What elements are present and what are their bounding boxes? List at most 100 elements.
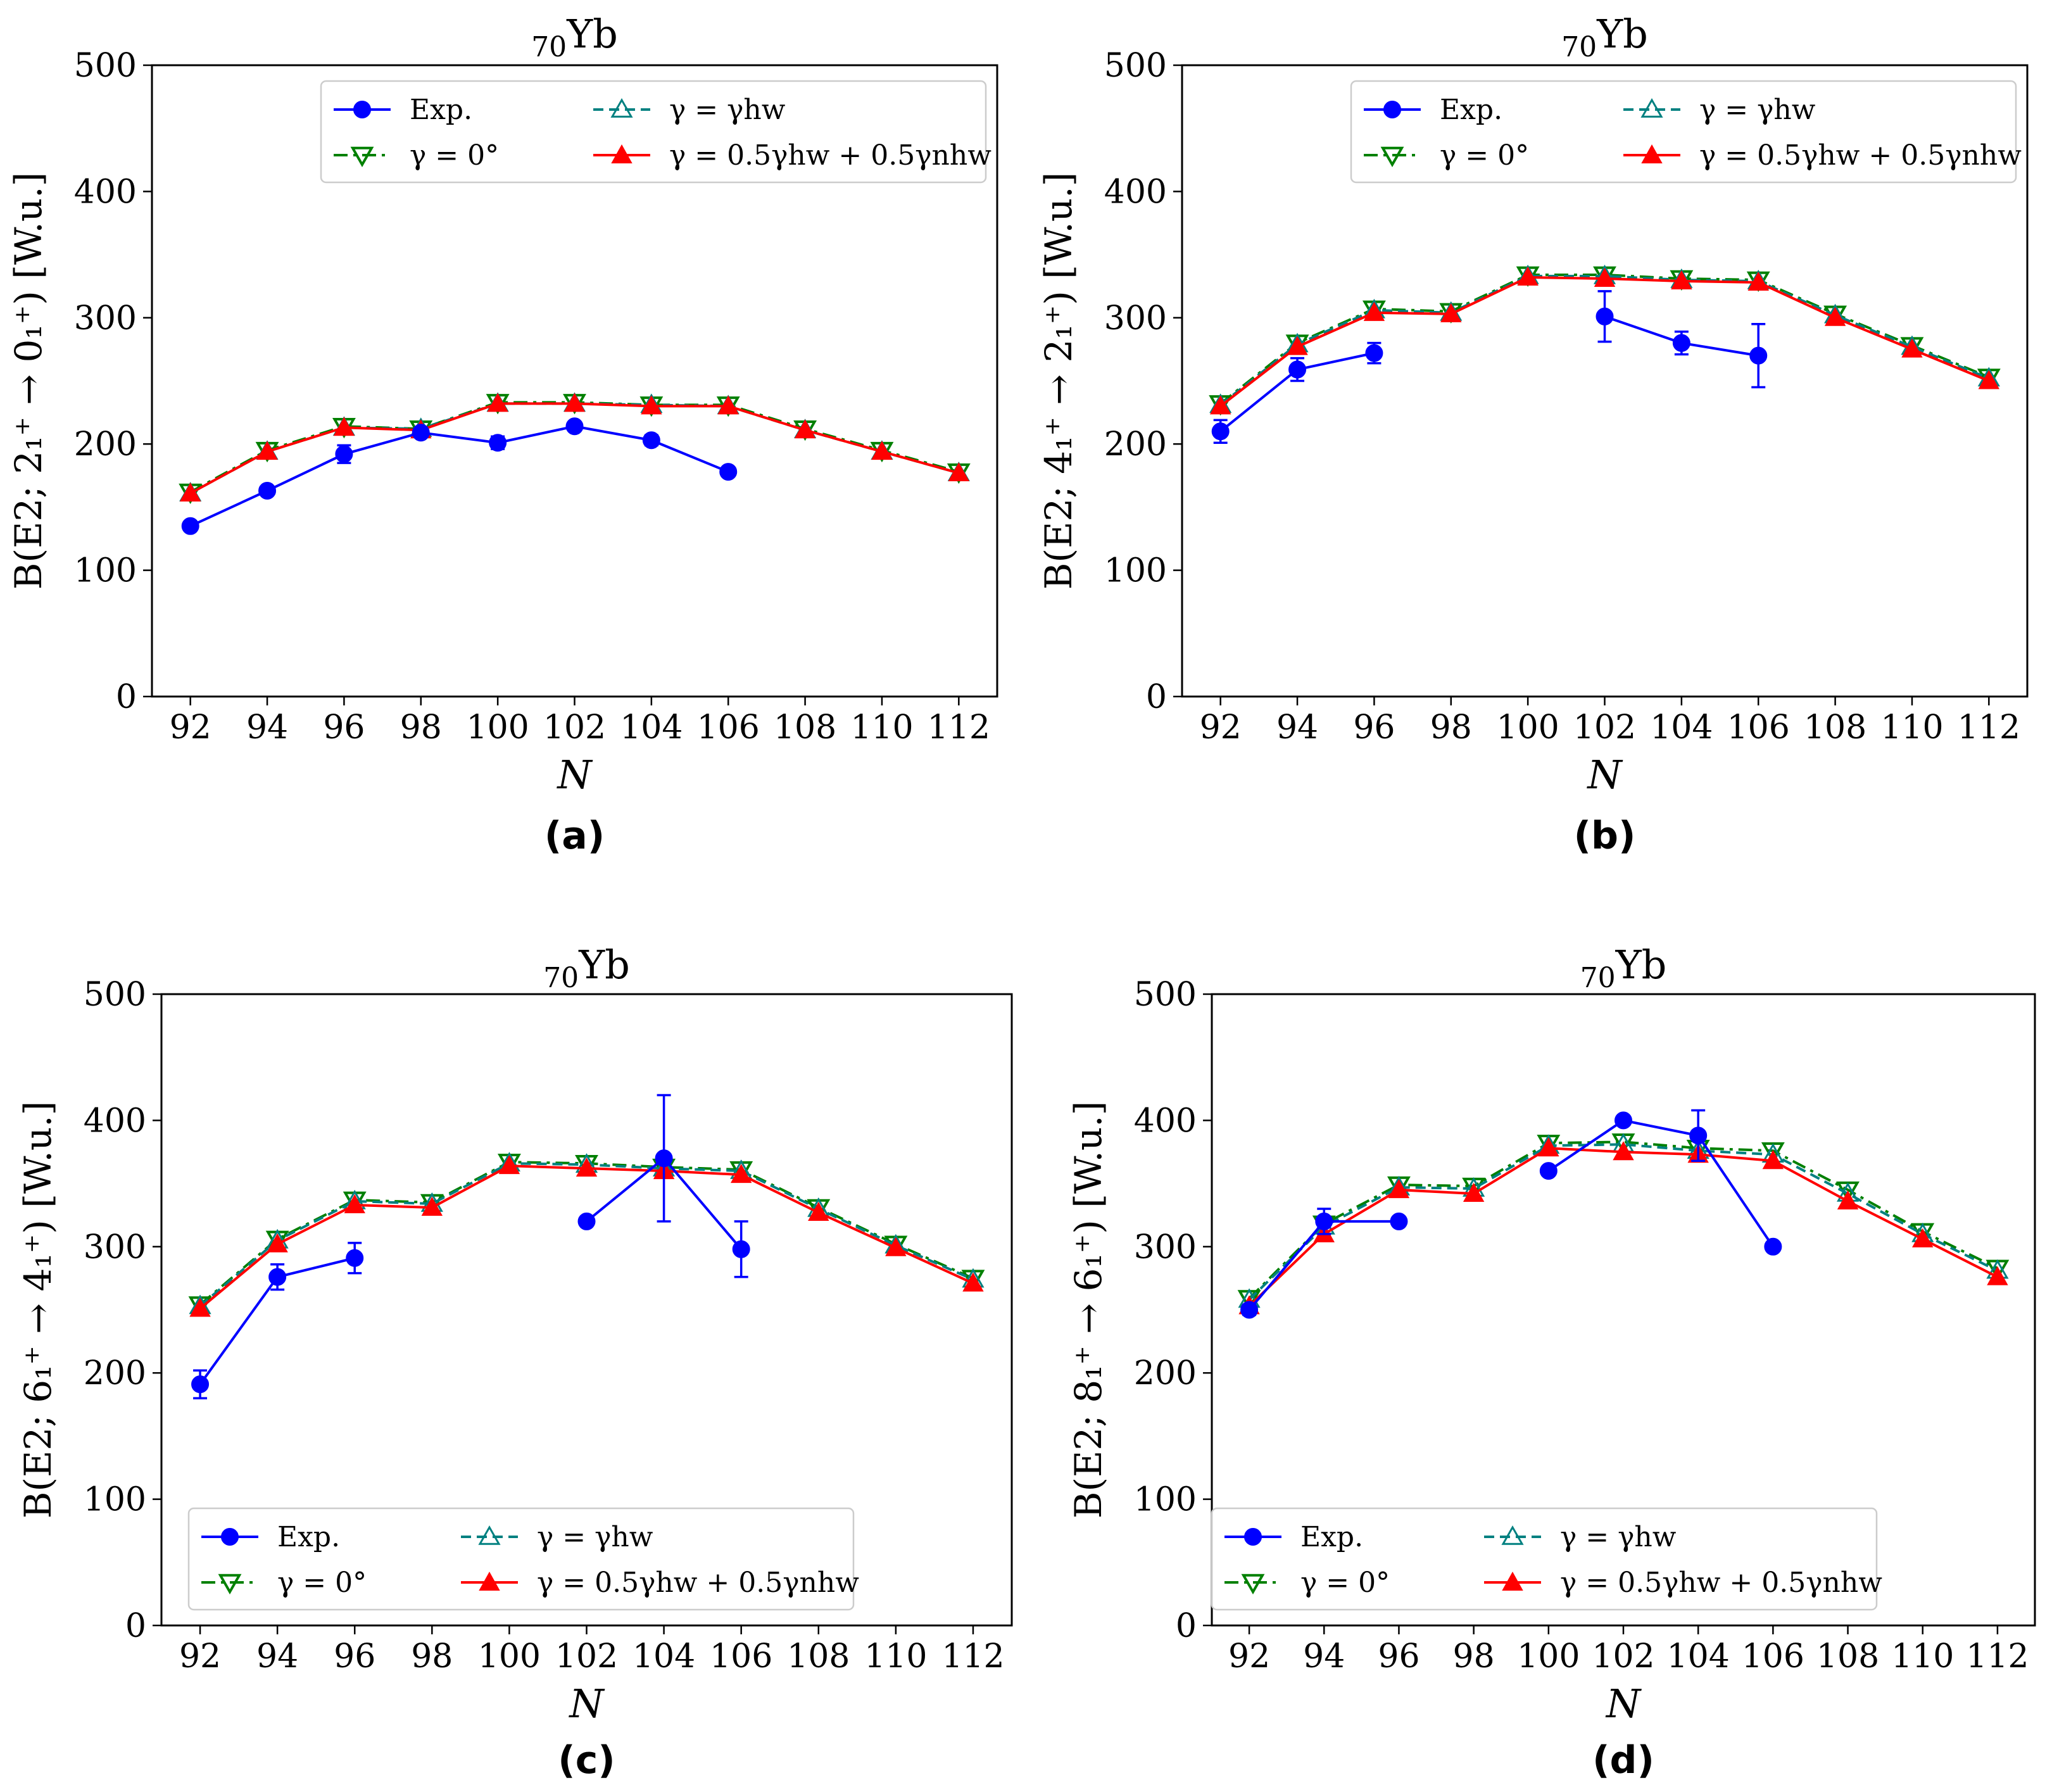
x-tick-label: 98 — [400, 709, 442, 747]
x-axis-label: N — [556, 752, 593, 798]
data-point — [489, 434, 507, 452]
y-axis-label: B(E2; 4₁⁺ → 2₁⁺) [W.u.] — [1037, 172, 1080, 590]
legend: Exp. γ = γhw γ = 0° γ = 0.5γhw + 0.5γnhw — [320, 80, 991, 184]
legend-label: γ = γhw — [1560, 1521, 1677, 1553]
y-tick-label: 100 — [1134, 1481, 1197, 1519]
legend-label: γ = 0° — [1300, 1567, 1390, 1599]
data-point — [335, 445, 353, 464]
y-tick-label: 500 — [1104, 47, 1167, 85]
legend-marker — [1380, 146, 1404, 168]
data-point — [487, 393, 508, 412]
y-tick-label: 500 — [84, 976, 146, 1014]
y-tick-label: 0 — [1146, 678, 1167, 716]
data-point — [565, 417, 584, 436]
legend-marker — [221, 1528, 239, 1546]
data-point — [1671, 270, 1692, 289]
y-tick-label: 200 — [1104, 426, 1167, 464]
x-tick-label: 102 — [543, 709, 606, 747]
y-axis-label: B(E2; 8₁⁺ → 6₁⁺) [W.u.] — [1067, 1101, 1110, 1519]
data-point — [1594, 267, 1616, 287]
chart-title: 70Yb — [1580, 942, 1667, 994]
x-tick-label: 92 — [170, 709, 211, 747]
chart-panel-3: 92 94 96 98 100 102 104 106 108 110 112 0 100 200 300 4… — [1067, 942, 2036, 1783]
legend-label: γ = 0.5γhw + 0.5γnhw — [1699, 139, 2022, 172]
legend-marker — [610, 98, 633, 118]
legend-marker — [1241, 1574, 1265, 1595]
legend-marker — [1640, 98, 1663, 118]
chart-panel-2: 92 94 96 98 100 102 104 106 108 110 112 0 100 200 300 4… — [16, 942, 1013, 1783]
y-tick-label: 300 — [84, 1228, 146, 1266]
data-point — [1613, 1141, 1634, 1161]
data-point — [1288, 360, 1307, 379]
x-tick-label: 108 — [787, 1637, 850, 1675]
data-point — [730, 1164, 752, 1183]
x-tick-label: 94 — [1303, 1637, 1345, 1675]
y-tick-label: 0 — [125, 1607, 146, 1645]
y-tick-label: 200 — [1134, 1354, 1197, 1392]
data-point — [267, 1233, 288, 1253]
legend-marker — [479, 1571, 500, 1591]
data-point — [344, 1194, 365, 1213]
x-tick-label: 100 — [1517, 1637, 1580, 1675]
y-tick-label: 100 — [1104, 552, 1167, 590]
legend-marker — [350, 146, 374, 168]
x-tick-label: 106 — [1742, 1637, 1804, 1675]
y-tick-label: 200 — [84, 1354, 146, 1392]
legend-label: Exp. — [410, 94, 472, 126]
data-point — [333, 417, 355, 436]
legend-frame — [187, 1507, 855, 1611]
data-point — [1390, 1212, 1408, 1230]
data-point — [576, 1158, 598, 1177]
data-point — [1538, 1137, 1559, 1157]
data-point — [717, 395, 739, 415]
y-tick-label: 200 — [74, 426, 137, 464]
x-tick-label: 96 — [1378, 1637, 1419, 1675]
chart-panel-1: 92 94 96 98 100 102 104 106 108 110 112 0 100 200 300 4… — [1037, 11, 2029, 858]
legend-label: γ = 0° — [410, 139, 499, 172]
series-line — [1248, 1143, 1998, 1301]
x-tick-label: 106 — [710, 1637, 772, 1675]
legend-label: γ = 0.5γhw + 0.5γnhw — [1560, 1567, 1882, 1599]
x-tick-label: 104 — [1667, 1637, 1730, 1675]
data-point — [885, 1237, 907, 1256]
series-3 — [1209, 266, 2000, 415]
data-point — [268, 1268, 287, 1286]
legend-marker — [1641, 144, 1663, 163]
data-point — [948, 462, 970, 482]
series-0 — [1240, 1109, 1782, 1319]
legend-label: Exp. — [1440, 94, 1502, 126]
data-point — [1837, 1190, 1859, 1210]
data-point — [642, 431, 660, 450]
legend: Exp. γ = γhw γ = 0° γ = 0.5γhw + 0.5γnhw — [187, 1507, 859, 1611]
data-point — [1240, 1301, 1259, 1319]
y-tick-label: 300 — [74, 300, 137, 338]
y-tick-label: 500 — [74, 47, 137, 85]
data-point — [1978, 370, 2000, 389]
data-point — [1596, 307, 1614, 325]
series-0 — [181, 417, 738, 535]
y-tick-label: 400 — [1134, 1102, 1197, 1140]
x-tick-label: 96 — [334, 1637, 375, 1675]
data-point — [1747, 271, 1769, 291]
x-tick-label: 112 — [1958, 709, 2020, 747]
x-tick-label: 108 — [774, 709, 836, 747]
legend-marker — [1383, 101, 1401, 118]
series-line — [1248, 1140, 1998, 1299]
data-point — [871, 441, 893, 460]
x-tick-label: 110 — [1880, 709, 1943, 747]
series-line — [189, 425, 729, 527]
data-point — [1209, 395, 1231, 415]
y-tick-label: 300 — [1134, 1228, 1197, 1266]
data-point — [191, 1375, 210, 1394]
x-tick-label: 112 — [941, 1637, 1004, 1675]
panel-caption: (d) — [1592, 1738, 1654, 1783]
y-tick-label: 400 — [1104, 173, 1167, 211]
y-axis-label: B(E2; 6₁⁺ → 4₁⁺) [W.u.] — [16, 1101, 60, 1519]
legend-marker — [1501, 1525, 1524, 1545]
x-tick-label: 94 — [256, 1637, 298, 1675]
panel-caption: (a) — [544, 814, 605, 858]
x-tick-label: 102 — [555, 1637, 618, 1675]
data-point — [1764, 1237, 1782, 1256]
y-axis-label: B(E2; 2₁⁺ → 0₁⁺) [W.u.] — [7, 172, 50, 590]
chart-title: 70Yb — [543, 942, 630, 994]
